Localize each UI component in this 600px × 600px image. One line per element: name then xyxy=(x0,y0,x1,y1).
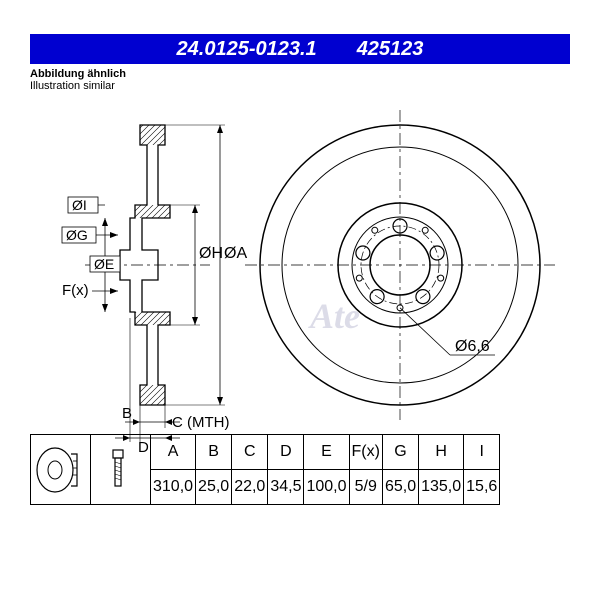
col-I: I xyxy=(464,435,500,470)
col-A: A xyxy=(151,435,196,470)
part-number-secondary: 425123 xyxy=(357,38,424,61)
drawing-svg: Ø6,6 xyxy=(30,70,570,460)
hole-dia-label: Ø6,6 xyxy=(455,338,490,355)
dim-B: B xyxy=(122,405,132,422)
technical-drawing: Ate xyxy=(30,70,570,460)
col-E: E xyxy=(304,435,349,470)
col-G: G xyxy=(382,435,418,470)
dim-H: ØH xyxy=(199,245,223,262)
col-B: B xyxy=(196,435,232,470)
part-number-primary: 24.0125-0123.1 xyxy=(177,38,317,61)
val-C: 22,0 xyxy=(232,470,268,505)
val-G: 65,0 xyxy=(382,470,418,505)
dim-G: ØG xyxy=(66,227,88,243)
side-view: ØA ØH ØI ØG xyxy=(62,125,247,456)
val-B: 25,0 xyxy=(196,470,232,505)
vented-disc-icon xyxy=(31,435,91,505)
col-D: D xyxy=(268,435,304,470)
front-view: Ø6,6 xyxy=(245,110,555,420)
spec-table: A B C D E F(x) G H I 310,0 25,0 22,0 34,… xyxy=(30,434,500,505)
val-E: 100,0 xyxy=(304,470,349,505)
val-H: 135,0 xyxy=(419,470,464,505)
dim-F: F(x) xyxy=(62,282,89,299)
col-C: C xyxy=(232,435,268,470)
spec-header-row: A B C D E F(x) G H I xyxy=(31,435,500,470)
dim-I: ØI xyxy=(72,197,87,213)
dim-A: ØA xyxy=(224,245,247,262)
col-H: H xyxy=(419,435,464,470)
brand-logo: Ate xyxy=(310,295,360,337)
bolt-icon xyxy=(91,435,151,505)
dim-C: C (MTH) xyxy=(172,414,229,431)
val-D: 34,5 xyxy=(268,470,304,505)
dim-E: ØE xyxy=(94,256,114,272)
col-F: F(x) xyxy=(349,435,382,470)
val-F: 5/9 xyxy=(349,470,382,505)
val-I: 15,6 xyxy=(464,470,500,505)
part-number-bar: 24.0125-0123.1 425123 xyxy=(30,34,570,64)
val-A: 310,0 xyxy=(151,470,196,505)
